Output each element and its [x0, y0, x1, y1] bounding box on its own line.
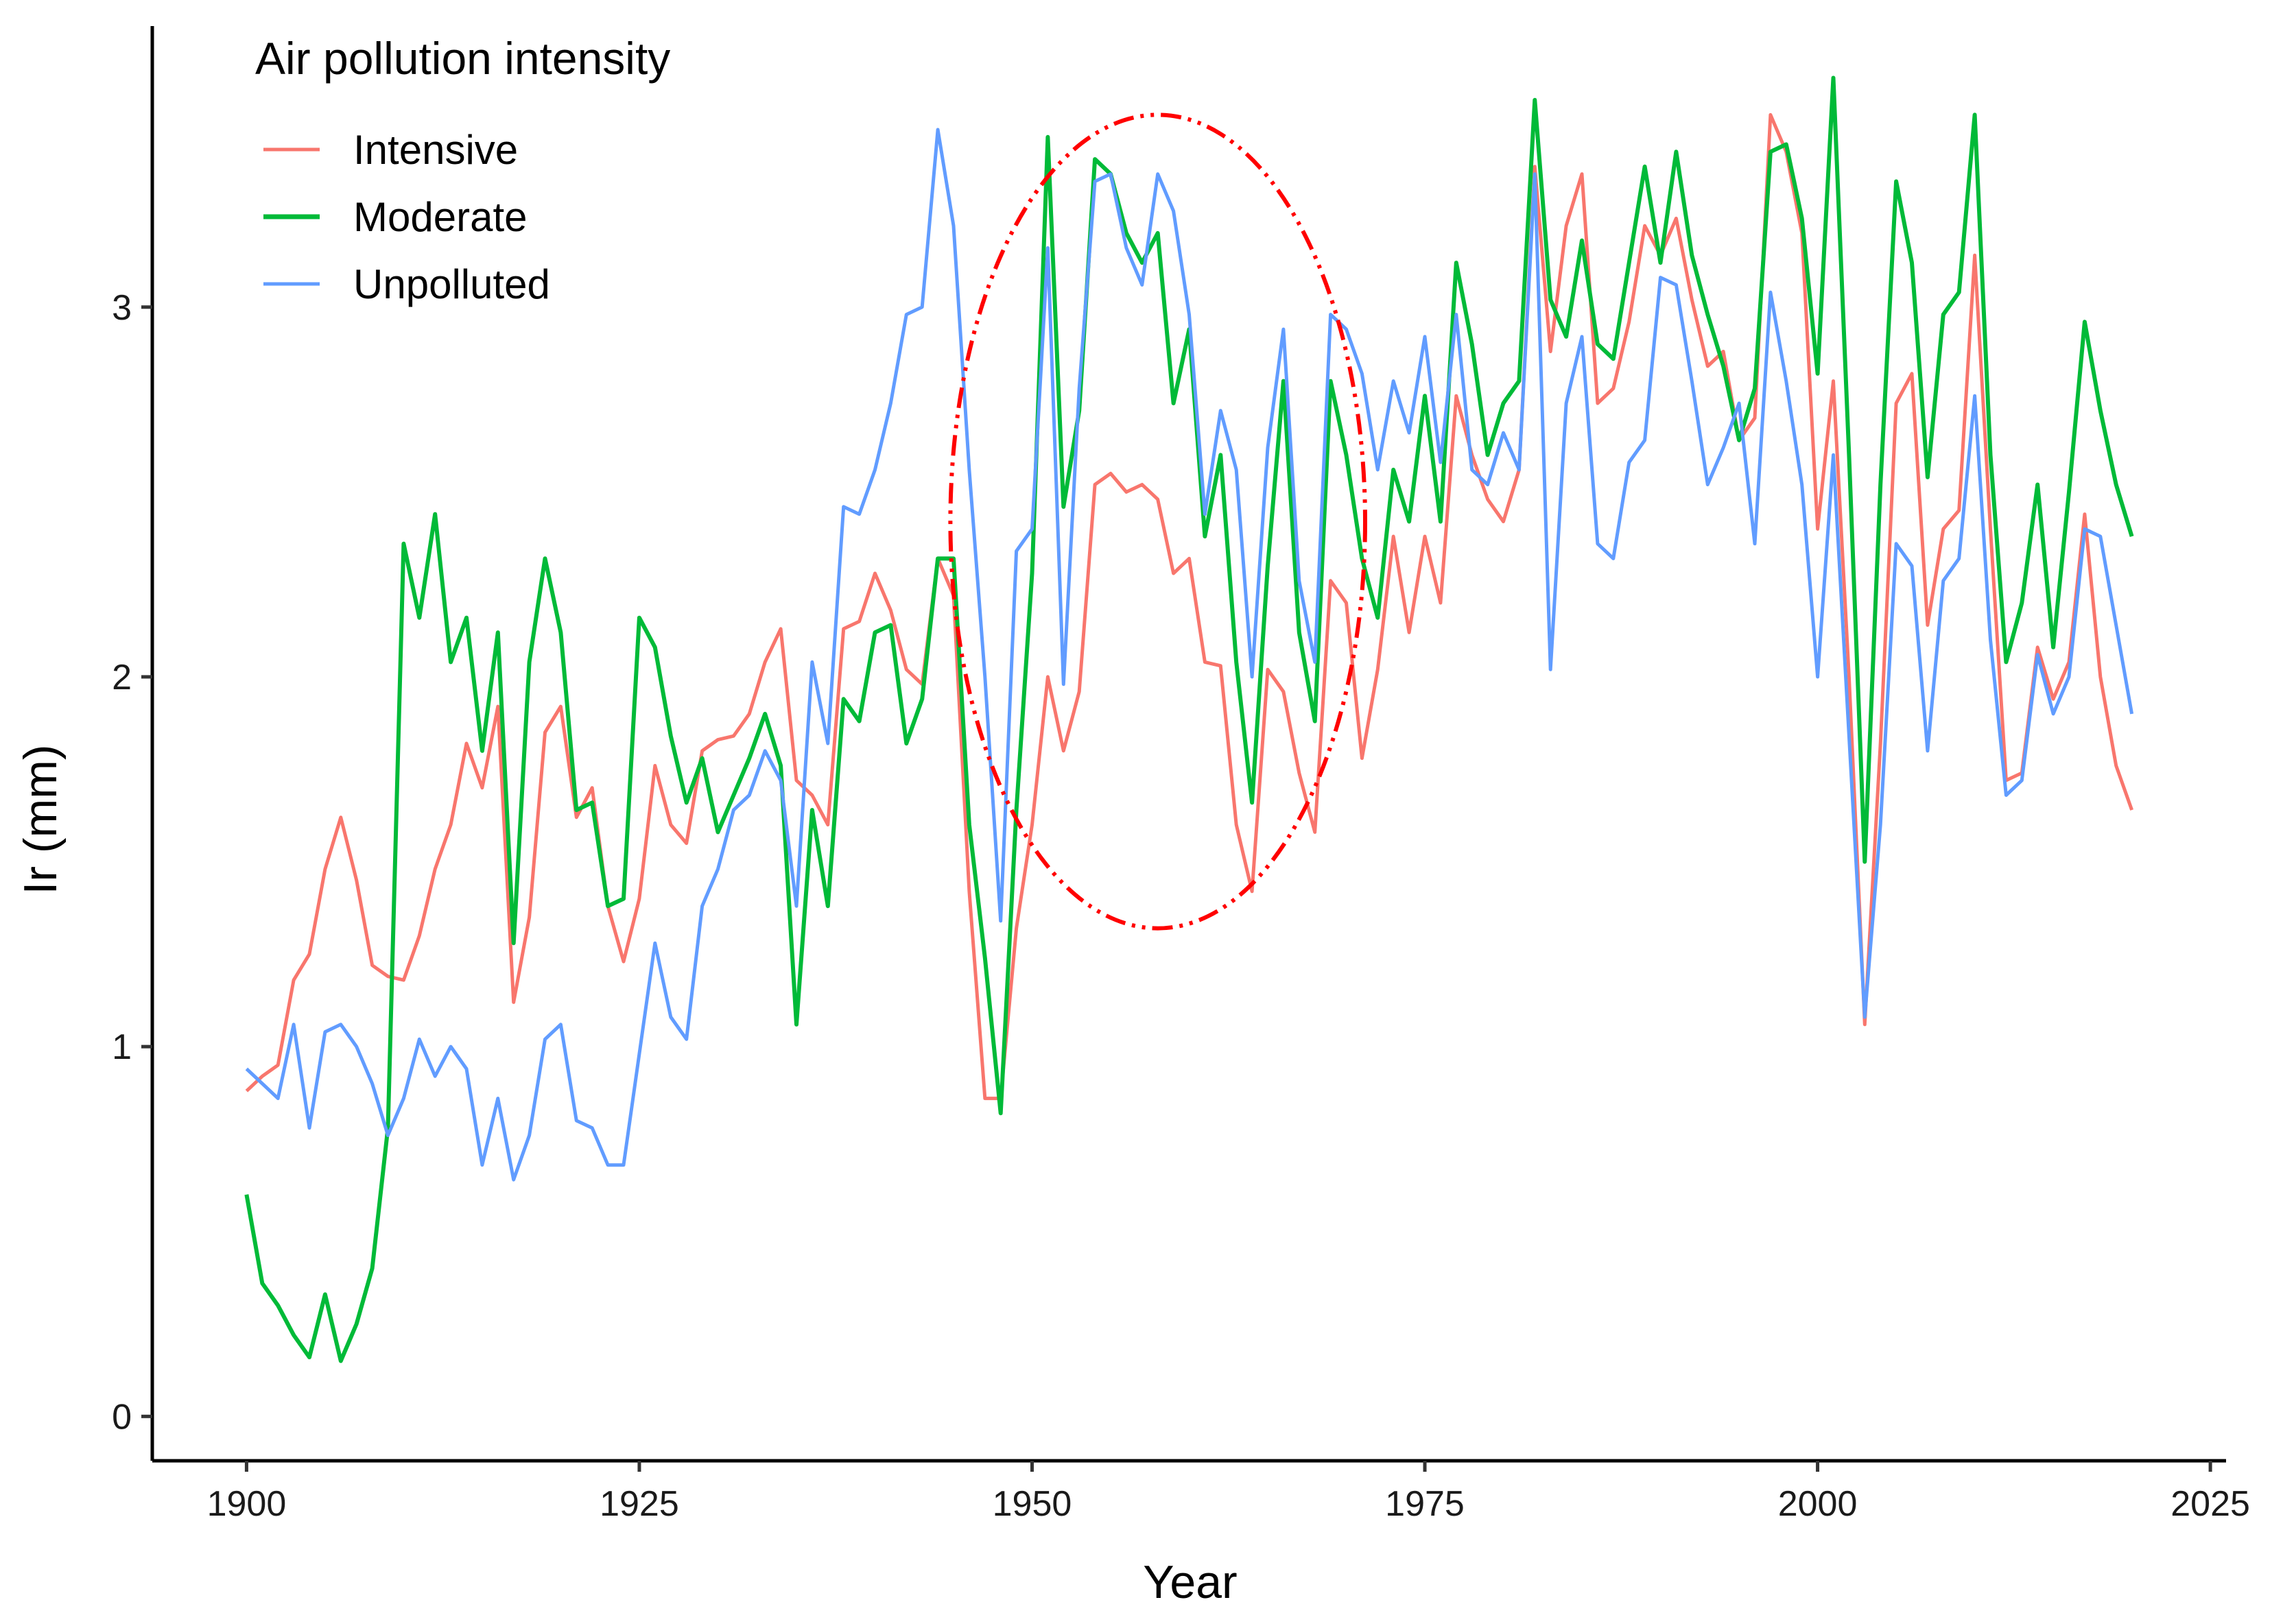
- y-axis-ticks: 0 1 2 3: [112, 288, 152, 1437]
- x-tick-label: 1900: [207, 1484, 287, 1524]
- x-tick-label: 1975: [1385, 1484, 1465, 1524]
- legend-label-intensive: Intensive: [353, 127, 518, 173]
- legend-label-unpolluted: Unpolluted: [353, 261, 550, 307]
- series-line-intensive: [245, 112, 2133, 1101]
- legend-label-moderate: Moderate: [353, 194, 527, 240]
- y-tick-label: 2: [112, 658, 132, 697]
- y-tick-label: 1: [112, 1027, 132, 1067]
- x-tick-label: 1925: [600, 1484, 679, 1524]
- legend: Air pollution intensity Intensive Moderat…: [255, 33, 670, 307]
- legend-entries: Intensive Moderate Unpolluted: [263, 127, 550, 307]
- series-line-unpolluted: [245, 128, 2134, 1182]
- y-axis-title: Ir (mm): [14, 744, 67, 894]
- x-tick-label: 2025: [2170, 1484, 2250, 1524]
- x-axis-ticks: 1900 1925 1950 1975 2000 2025: [207, 1461, 2250, 1524]
- x-axis-title: Year: [1143, 1556, 1237, 1608]
- x-tick-label: 2000: [1778, 1484, 1858, 1524]
- highlight-ellipse: [948, 112, 1367, 931]
- y-tick-label: 0: [112, 1397, 132, 1437]
- y-tick-label: 3: [112, 288, 132, 328]
- series-lines: [244, 75, 2134, 1363]
- legend-title: Air pollution intensity: [255, 33, 670, 84]
- x-tick-label: 1950: [993, 1484, 1072, 1524]
